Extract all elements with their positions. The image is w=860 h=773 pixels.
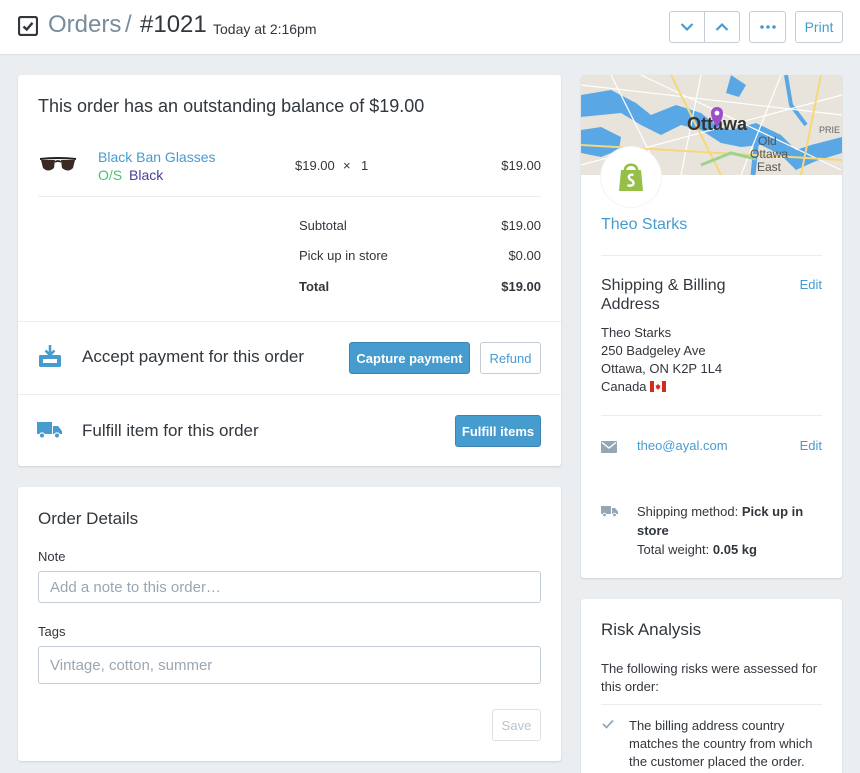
edit-email-link[interactable]: Edit [799, 438, 822, 453]
canada-flag-icon [650, 381, 666, 392]
total-weight-label: Total weight: [637, 542, 710, 557]
orders-checkbox-icon [18, 16, 38, 36]
next-order-button[interactable] [670, 12, 704, 42]
divider [38, 196, 541, 197]
print-button[interactable]: Print [795, 11, 843, 43]
order-details-card: Order Details Note Add a note to this or… [18, 487, 561, 761]
product-unit-price: $19.00 [295, 158, 335, 173]
fulfill-items-button[interactable]: Fulfill items [455, 415, 541, 447]
truck-icon [37, 422, 62, 439]
shipping-info: Shipping method: Pick up in store Total … [637, 502, 827, 559]
subtotal-label: Subtotal [299, 218, 347, 233]
shipping-truck-icon [601, 506, 618, 517]
risk-item: The billing address country matches the … [629, 718, 813, 769]
refund-button[interactable]: Refund [480, 342, 541, 374]
accept-payment-text: Accept payment for this order [82, 347, 305, 366]
map-district-label: PRIE [819, 125, 840, 135]
multiply-sign: × [343, 158, 351, 173]
map-district-label: East [757, 160, 782, 174]
total-weight-value: 0.05 kg [712, 542, 757, 557]
total-label: Total [299, 279, 330, 294]
shipping-method-label: Shipping method: [637, 504, 739, 519]
check-icon [602, 719, 614, 729]
email-icon [601, 441, 617, 453]
order-summary-card: This order has an outstanding balance of… [18, 75, 561, 466]
shipping-method-value: Pick up in store [637, 504, 804, 538]
customer-card: Ottawa Old Ottawa East PRIE Theo Starks … [581, 75, 842, 578]
address-line: Canada [601, 379, 647, 394]
order-details-title: Order Details [38, 509, 139, 528]
risk-intro: The following risks were assessed for th… [601, 661, 818, 694]
fulfill-item-text: Fulfill item for this order [82, 421, 259, 440]
map-district-label: Old [758, 134, 777, 148]
customer-email-link[interactable]: theo@ayal.com [637, 438, 728, 453]
avatar [601, 147, 661, 207]
address-title: Shipping & Billing Address [601, 277, 726, 313]
chevron-down-icon [680, 23, 694, 32]
save-button[interactable]: Save [492, 709, 541, 741]
chevron-up-icon [715, 22, 729, 31]
order-nav-group [669, 11, 740, 43]
product-sku: O/S [98, 167, 123, 183]
address-line: Theo Starks [601, 325, 672, 340]
divider [18, 321, 561, 322]
divider [601, 415, 822, 416]
ellipsis-icon [759, 25, 776, 29]
map-pin-icon [711, 107, 723, 127]
page-title: #1021 [140, 11, 207, 38]
note-label: Note [38, 549, 66, 564]
payment-icon [39, 345, 61, 367]
map-district-label: Ottawa [750, 147, 788, 161]
shopify-bag-icon [619, 163, 643, 191]
product-line-total: $19.00 [501, 158, 541, 173]
edit-address-link[interactable]: Edit [799, 277, 822, 292]
capture-payment-button[interactable]: Capture payment [349, 342, 470, 374]
divider [18, 394, 561, 395]
shipping-value: $0.00 [508, 248, 541, 263]
tags-input[interactable]: Vintage, cotton, summer [38, 646, 541, 684]
note-input[interactable]: Add a note to this order… [38, 571, 541, 603]
customer-name-link[interactable]: Theo Starks [601, 216, 688, 233]
tags-label: Tags [38, 624, 66, 639]
shipping-label: Pick up in store [299, 248, 388, 263]
breadcrumb-orders-link[interactable]: Orders [48, 11, 122, 38]
product-variant: Black [129, 167, 164, 183]
total-value: $19.00 [501, 279, 541, 294]
address-line: 250 Badgeley Ave [601, 343, 706, 358]
balance-message: This order has an outstanding balance of… [38, 96, 425, 116]
subtotal-value: $19.00 [501, 218, 541, 233]
product-thumbnail [39, 157, 77, 171]
top-bar: Orders / #1021 Today at 2:16pm Print [0, 0, 860, 55]
risk-analysis-title: Risk Analysis [601, 620, 702, 639]
breadcrumb-separator: / [125, 11, 132, 38]
address-line: Ottawa, ON K2P 1L4 [601, 361, 723, 376]
more-actions-button[interactable] [749, 11, 786, 43]
previous-order-button[interactable] [704, 12, 739, 42]
product-quantity: 1 [361, 158, 369, 173]
risk-analysis-card: Risk Analysis The following risks were a… [581, 599, 842, 773]
order-timestamp: Today at 2:16pm [213, 21, 317, 37]
divider [601, 704, 822, 705]
divider [601, 255, 822, 256]
product-name-link[interactable]: Black Ban Glasses [98, 149, 216, 165]
